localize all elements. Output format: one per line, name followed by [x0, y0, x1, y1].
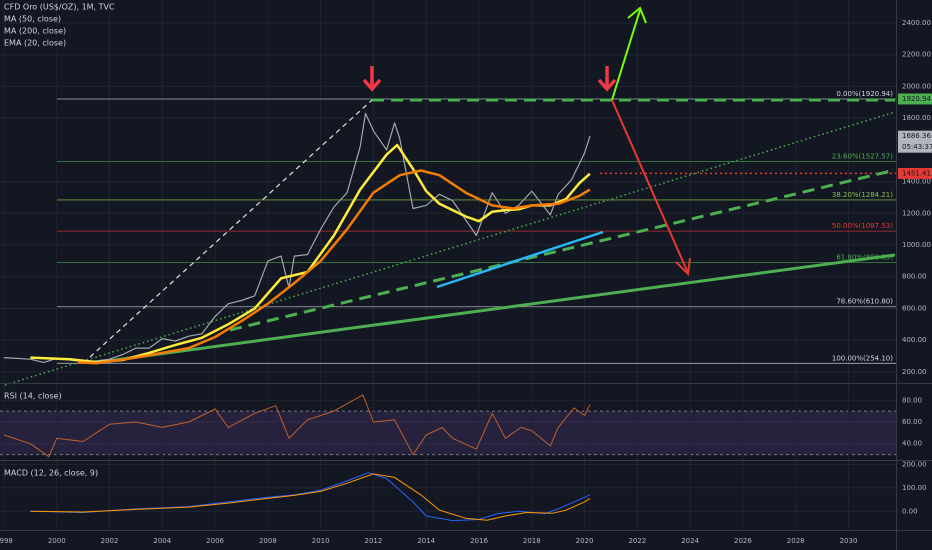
series-line — [30, 473, 591, 521]
x-tick-label: 2004 — [153, 537, 171, 545]
trend-line — [89, 99, 373, 358]
arrow-up — [611, 6, 647, 101]
y-tick-label: 2200.00 — [902, 51, 931, 59]
countdown: 05:43:37 — [902, 143, 932, 151]
x-tick-label: 2024 — [681, 537, 699, 545]
fib-label: 23.60%(1527.57) — [832, 152, 893, 160]
y-tick-label: 1200.00 — [902, 209, 931, 217]
x-tick-label: 2006 — [206, 537, 224, 545]
fib-label: 38.20%(1284.21) — [832, 191, 893, 199]
arrow-down — [611, 99, 691, 277]
y-tick-label: 2400.00 — [902, 19, 931, 27]
x-tick-label: 2030 — [840, 537, 858, 545]
x-tick-label: 2028 — [787, 537, 805, 545]
marker-arrow — [362, 66, 382, 92]
price-tag — [898, 130, 932, 153]
legend-entry: MACD (12, 26, close, 9) — [4, 469, 98, 478]
price-tag-label: 1451.41 — [902, 169, 931, 177]
x-tick-label: 2016 — [470, 537, 488, 545]
price-tag — [898, 167, 932, 179]
x-tick-label: 2018 — [523, 537, 541, 545]
y-tick-label: 100.00 — [902, 484, 927, 492]
labels: 200.00 400.00 600.00 800.00 1000.00 1200.00 14… — [0, 3, 932, 545]
grid — [0, 0, 896, 530]
y-tick-label: 1800.00 — [902, 114, 931, 122]
y-tick-label: 600.00 — [902, 304, 927, 312]
x-tick-label: 2002 — [101, 537, 119, 545]
legend-entry: RSI (14, close) — [4, 392, 62, 401]
x-tick-label: 2012 — [365, 537, 383, 545]
y-tick-label: 400.00 — [902, 336, 927, 344]
indicator-label: EMA (20, close) — [4, 39, 66, 48]
y-tick-label: 2000.00 — [902, 82, 931, 90]
x-tick-label: 2000 — [48, 537, 66, 545]
y-tick-label: 200.00 — [902, 368, 927, 376]
trend-line — [436, 230, 604, 289]
x-tick-label: 2010 — [312, 537, 330, 545]
y-tick-label: 200.00 — [902, 461, 927, 469]
y-tick-label: 800.00 — [902, 273, 927, 281]
legend-entry: CFD Oro (US$/OZ), 1M, TVC — [4, 3, 115, 12]
plot — [3, 112, 591, 522]
fib-label: 0.00%(1920.94) — [836, 90, 893, 98]
fib-label: 50.00%(1087.53) — [832, 222, 893, 230]
price-tag-label: 1920.94 — [902, 95, 931, 103]
trend-line — [99, 253, 896, 364]
fib-label: 100.00%(254.10) — [832, 354, 893, 362]
fib-label: 78.60%(610.80) — [836, 298, 893, 306]
series-line — [3, 394, 591, 458]
marker-arrow — [597, 66, 617, 92]
fib-label: 61.80%(890.83) — [836, 253, 893, 261]
x-tick-label: 2022 — [628, 537, 646, 545]
y-tick-label: 40.00 — [902, 440, 922, 448]
y-tick-label: 1400.00 — [902, 178, 931, 186]
legend-entry: MA (200, close) — [4, 27, 66, 36]
y-tick-label: 0.00 — [902, 507, 918, 515]
x-tick-label: 2008 — [259, 537, 277, 545]
y-tick-label: 1000.00 — [902, 241, 931, 249]
y-tick-label: 60.00 — [902, 418, 922, 426]
x-tick-label: 2026 — [734, 537, 752, 545]
price-tag-label: 1686.36 — [902, 132, 931, 140]
x-tick-label: 2020 — [576, 537, 594, 545]
x-tick-label: 2014 — [417, 537, 435, 545]
series-line — [77, 169, 591, 365]
y-tick-label: 80.00 — [902, 396, 922, 404]
series-line — [3, 112, 591, 363]
x-tick-label: 1998 — [0, 537, 13, 545]
legend-entry: MA (50, close) — [4, 15, 61, 24]
price-tag — [898, 93, 932, 105]
